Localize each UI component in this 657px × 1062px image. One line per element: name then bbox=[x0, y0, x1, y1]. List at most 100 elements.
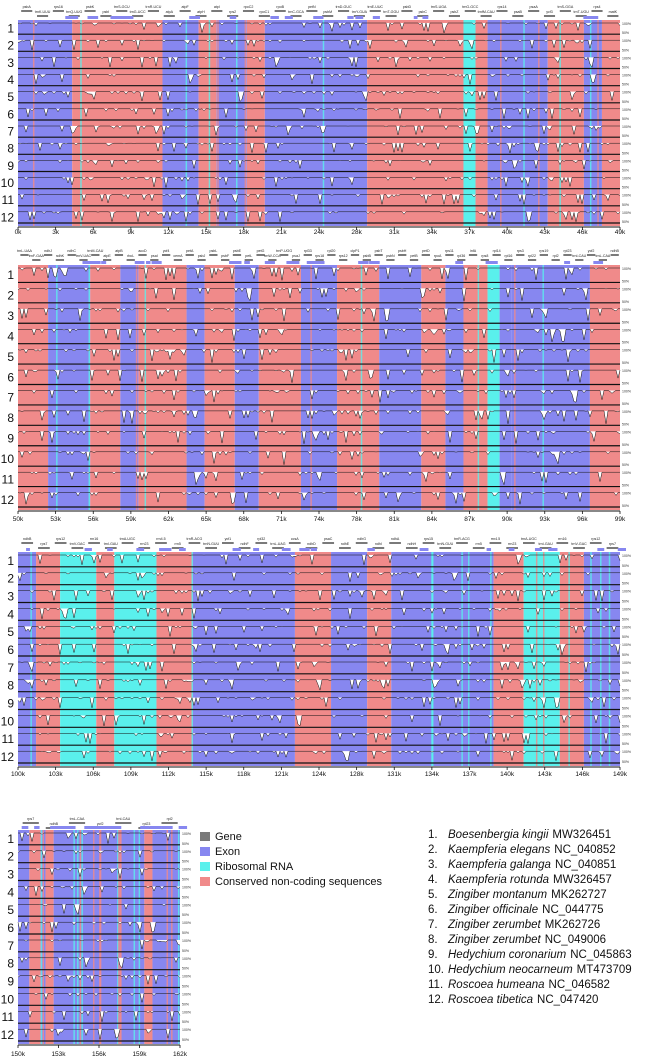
gene-arrow bbox=[255, 542, 268, 544]
gene-label: trnN-GUU bbox=[437, 542, 453, 546]
gene-arrow bbox=[492, 254, 501, 256]
species-name: Roscoea tibetica bbox=[448, 994, 534, 1006]
percent-label: 50% bbox=[182, 1020, 189, 1024]
exon-bar bbox=[358, 261, 369, 264]
row-label: 9 bbox=[7, 159, 14, 173]
region-band bbox=[138, 265, 187, 510]
gene-arrow bbox=[421, 254, 430, 256]
species-acc: NC_040852 bbox=[554, 844, 616, 856]
gene-label: ycf2 bbox=[588, 249, 595, 253]
region-band bbox=[191, 552, 193, 766]
species-item: 4. Kaempferia rotunda MW326457 bbox=[428, 874, 632, 889]
exon-bar bbox=[281, 548, 291, 551]
species-name: Hedychium neocarneum bbox=[448, 964, 573, 976]
region-band bbox=[81, 830, 83, 1044]
percent-label: 100% bbox=[622, 308, 631, 312]
percent-label: 50% bbox=[622, 83, 629, 87]
x-tick-label: 3k bbox=[52, 229, 60, 236]
conservation-curve bbox=[17, 159, 620, 170]
row-label: 10 bbox=[1, 992, 15, 1006]
percent-label: 50% bbox=[622, 422, 629, 426]
region-band bbox=[523, 552, 560, 766]
region-band bbox=[88, 265, 91, 510]
gene-label: trnR-ACG bbox=[187, 537, 203, 541]
gene-arrow bbox=[132, 15, 144, 17]
region-band bbox=[56, 265, 58, 510]
gene-label: trnA-UGC bbox=[120, 537, 136, 541]
species-item: 5. Zingiber montanum MK262727 bbox=[428, 889, 632, 904]
gene-arrow bbox=[163, 15, 175, 17]
gene-label: rpl32 bbox=[257, 537, 265, 541]
gene-label: rbcL bbox=[127, 254, 134, 258]
gene-arrow bbox=[91, 254, 100, 256]
gene-label: trnQ-UUG bbox=[66, 10, 82, 14]
x-tick-label: 103k bbox=[49, 771, 64, 778]
percent-label: 100% bbox=[622, 287, 631, 291]
conservation-gap bbox=[18, 431, 620, 444]
region-band bbox=[438, 20, 441, 226]
gene-arrow bbox=[268, 259, 277, 261]
species-acc: MT473709 bbox=[576, 964, 632, 976]
percent-label: 100% bbox=[622, 625, 631, 629]
species-item: 7. Zingiber zerumbet MK262726 bbox=[428, 919, 632, 934]
gene-label: rps12 bbox=[56, 537, 65, 541]
gene-label: rrn16 bbox=[90, 537, 98, 541]
percent-label: 100% bbox=[182, 939, 191, 943]
conservation-gap bbox=[18, 590, 620, 602]
region-band bbox=[467, 552, 470, 766]
conservation-curve bbox=[18, 369, 621, 383]
region-band bbox=[461, 552, 463, 766]
gene-arrow bbox=[543, 15, 556, 17]
percent-label: 100% bbox=[622, 750, 631, 754]
species-acc: MK262727 bbox=[551, 889, 607, 901]
exon-bar bbox=[89, 826, 101, 829]
gene-label: trnS-GGA bbox=[557, 5, 573, 9]
percent-label: 50% bbox=[182, 860, 189, 864]
exon-bar bbox=[68, 826, 73, 829]
gene-arrow bbox=[37, 15, 49, 17]
x-tick-label: 140k bbox=[500, 771, 515, 778]
row-label: 8 bbox=[7, 411, 14, 425]
conservation-curve bbox=[18, 661, 620, 673]
gene-label: psbM bbox=[323, 10, 332, 14]
gene-label: rrn5 bbox=[475, 542, 481, 546]
percent-label: 50% bbox=[182, 949, 189, 953]
gene-label: trnM-CAU bbox=[87, 249, 103, 253]
region-band bbox=[60, 552, 97, 766]
row-label: 1 bbox=[7, 832, 14, 846]
exon-bar bbox=[286, 261, 295, 264]
feature-legend: Gene Exon Ribosomal RNA Conserved non-codin… bbox=[200, 829, 382, 889]
x-tick-label: 100k bbox=[11, 771, 26, 778]
gene-arrow bbox=[457, 259, 466, 261]
gene-arrow bbox=[71, 547, 84, 549]
x-tick-label: 134k bbox=[425, 771, 440, 778]
region-band bbox=[36, 552, 61, 766]
gene-arrow bbox=[288, 542, 301, 544]
conservation-curve bbox=[18, 886, 181, 896]
gene-label: infA bbox=[470, 249, 477, 253]
gene-arrow bbox=[591, 10, 603, 12]
gene-label: psaJ bbox=[292, 254, 300, 258]
gene-arrow bbox=[55, 259, 65, 261]
exon-bar bbox=[553, 548, 558, 551]
row-label: 6 bbox=[7, 370, 14, 384]
exon-bar bbox=[84, 826, 91, 829]
row-label: 10 bbox=[1, 452, 15, 466]
gene-label: ccsA bbox=[291, 537, 299, 541]
gene-label: trnC-GCA bbox=[288, 10, 304, 14]
gene-arrow bbox=[54, 542, 67, 544]
exon-bar bbox=[355, 16, 364, 19]
gene-annotation-track: ndhBrps7rps12trnV-GACrrn16trnI-GAUtrnA-U… bbox=[21, 537, 619, 549]
x-tick-label: 56k bbox=[88, 516, 99, 523]
species-acc: NC_049006 bbox=[544, 934, 607, 946]
gene-arrow bbox=[355, 542, 368, 544]
percent-label: 50% bbox=[622, 117, 629, 121]
gene-label: trnG-UCC bbox=[130, 10, 146, 14]
gene-label: clpP1 bbox=[351, 249, 360, 253]
region-band bbox=[53, 830, 145, 1044]
gene-label: ndhD bbox=[307, 542, 316, 546]
x-tick-label: 146k bbox=[575, 771, 590, 778]
x-tick-label: 65k bbox=[201, 516, 212, 523]
species-item: 10. Hedychium neocarneum MT473709 bbox=[428, 964, 632, 979]
